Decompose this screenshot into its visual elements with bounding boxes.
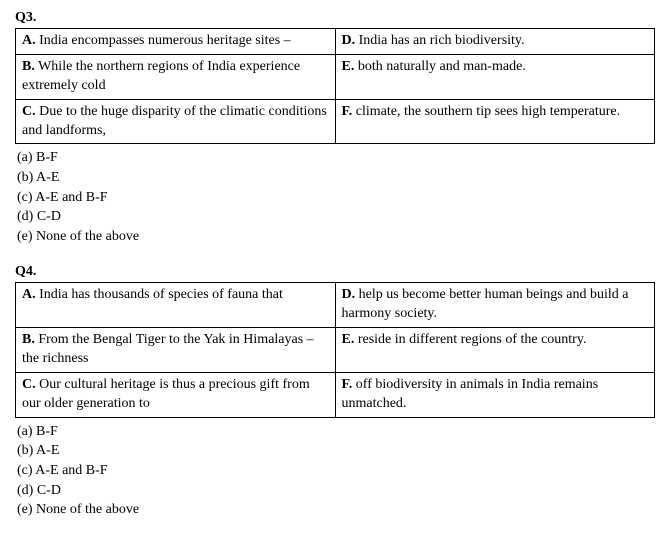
cell-text: While the northern regions of India expe… xyxy=(22,59,300,93)
cell-label: D. xyxy=(342,33,356,48)
cell-label: E. xyxy=(342,332,355,347)
cell-right: D. help us become better human beings an… xyxy=(335,283,655,328)
option-b: (b) A-E xyxy=(17,441,655,461)
question-label: Q3. xyxy=(15,10,655,26)
cell-right: D. India has an rich biodiversity. xyxy=(335,29,655,55)
option-d: (d) C-D xyxy=(17,481,655,501)
cell-text: From the Bengal Tiger to the Yak in Hima… xyxy=(22,332,314,366)
table-row: B. From the Bengal Tiger to the Yak in H… xyxy=(16,328,655,373)
cell-text: India encompasses numerous heritage site… xyxy=(36,33,291,48)
cell-text: off biodiversity in animals in India rem… xyxy=(342,377,599,411)
table-row: A. India has thousands of species of fau… xyxy=(16,283,655,328)
cell-label: F. xyxy=(342,377,353,392)
option-b: (b) A-E xyxy=(17,168,655,188)
cell-text: both naturally and man-made. xyxy=(354,59,525,74)
cell-right: F. climate, the southern tip sees high t… xyxy=(335,99,655,144)
cell-label: E. xyxy=(342,59,355,74)
options-list: (a) B-F (b) A-E (c) A-E and B-F (d) C-D … xyxy=(15,422,655,520)
cell-left: A. India encompasses numerous heritage s… xyxy=(16,29,336,55)
cell-text: help us become better human beings and b… xyxy=(342,287,629,321)
cell-label: A. xyxy=(22,33,36,48)
option-e: (e) None of the above xyxy=(17,227,655,247)
cell-left: C. Our cultural heritage is thus a preci… xyxy=(16,372,336,417)
question-4: Q4. A. India has thousands of species of… xyxy=(15,264,655,519)
cell-text: climate, the southern tip sees high temp… xyxy=(352,104,620,119)
option-c: (c) A-E and B-F xyxy=(17,188,655,208)
cell-right: E. both naturally and man-made. xyxy=(335,54,655,99)
table-row: C. Due to the huge disparity of the clim… xyxy=(16,99,655,144)
cell-text: reside in different regions of the count… xyxy=(354,332,586,347)
cell-label: C. xyxy=(22,104,36,119)
cell-left: A. India has thousands of species of fau… xyxy=(16,283,336,328)
question-label: Q4. xyxy=(15,264,655,280)
match-table: A. India encompasses numerous heritage s… xyxy=(15,28,655,144)
cell-label: B. xyxy=(22,332,35,347)
cell-label: B. xyxy=(22,59,35,74)
cell-text: Our cultural heritage is thus a precious… xyxy=(22,377,310,411)
table-row: A. India encompasses numerous heritage s… xyxy=(16,29,655,55)
question-3: Q3. A. India encompasses numerous herita… xyxy=(15,10,655,246)
option-d: (d) C-D xyxy=(17,207,655,227)
cell-label: D. xyxy=(342,287,356,302)
option-a: (a) B-F xyxy=(17,422,655,442)
table-row: B. While the northern regions of India e… xyxy=(16,54,655,99)
cell-right: F. off biodiversity in animals in India … xyxy=(335,372,655,417)
cell-text: India has an rich biodiversity. xyxy=(355,33,524,48)
cell-left: C. Due to the huge disparity of the clim… xyxy=(16,99,336,144)
match-table: A. India has thousands of species of fau… xyxy=(15,282,655,417)
options-list: (a) B-F (b) A-E (c) A-E and B-F (d) C-D … xyxy=(15,148,655,246)
cell-left: B. From the Bengal Tiger to the Yak in H… xyxy=(16,328,336,373)
cell-right: E. reside in different regions of the co… xyxy=(335,328,655,373)
cell-text: Due to the huge disparity of the climati… xyxy=(22,104,327,138)
cell-left: B. While the northern regions of India e… xyxy=(16,54,336,99)
option-c: (c) A-E and B-F xyxy=(17,461,655,481)
cell-label: F. xyxy=(342,104,353,119)
option-a: (a) B-F xyxy=(17,148,655,168)
cell-label: A. xyxy=(22,287,36,302)
cell-text: India has thousands of species of fauna … xyxy=(36,287,283,302)
table-row: C. Our cultural heritage is thus a preci… xyxy=(16,372,655,417)
cell-label: C. xyxy=(22,377,36,392)
